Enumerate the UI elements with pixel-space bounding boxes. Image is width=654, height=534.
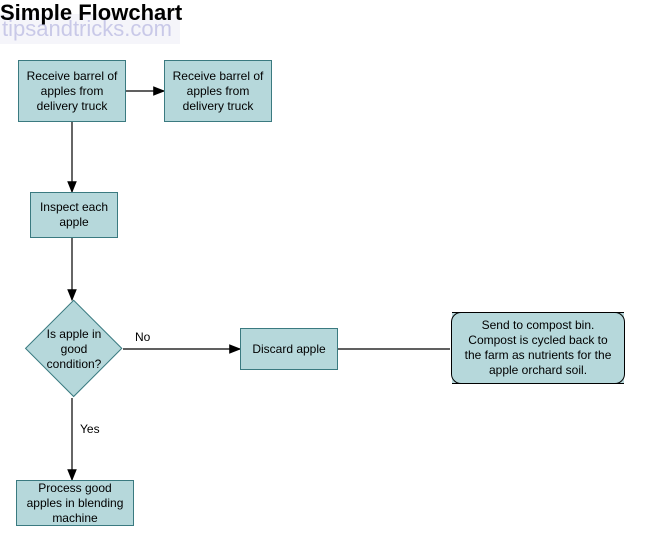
- node-label: Send to compost bin. Compost is cycled b…: [462, 318, 614, 378]
- node-label: Receive barrel of apples from delivery t…: [169, 69, 267, 114]
- node-label: Is apple in good condition?: [25, 300, 123, 398]
- node-label: Process good apples in blending machine: [21, 481, 129, 526]
- node-receive1: Receive barrel of apples from delivery t…: [18, 60, 126, 122]
- edge-label-yes: Yes: [80, 422, 100, 436]
- node-process: Process good apples in blending machine: [16, 480, 134, 526]
- node-receive2: Receive barrel of apples from delivery t…: [164, 60, 272, 122]
- node-discard: Discard apple: [240, 328, 338, 370]
- node-label: Discard apple: [252, 342, 325, 357]
- node-callout: Send to compost bin. Compost is cycled b…: [452, 312, 624, 384]
- node-inspect: Inspect each apple: [30, 192, 118, 238]
- flowchart-canvas: Receive barrel of apples from delivery t…: [0, 0, 654, 534]
- node-decision: Is apple in good condition?: [25, 300, 123, 398]
- node-label: Receive barrel of apples from delivery t…: [23, 69, 121, 114]
- edge-label-no: No: [135, 330, 150, 344]
- node-label: Inspect each apple: [35, 200, 113, 230]
